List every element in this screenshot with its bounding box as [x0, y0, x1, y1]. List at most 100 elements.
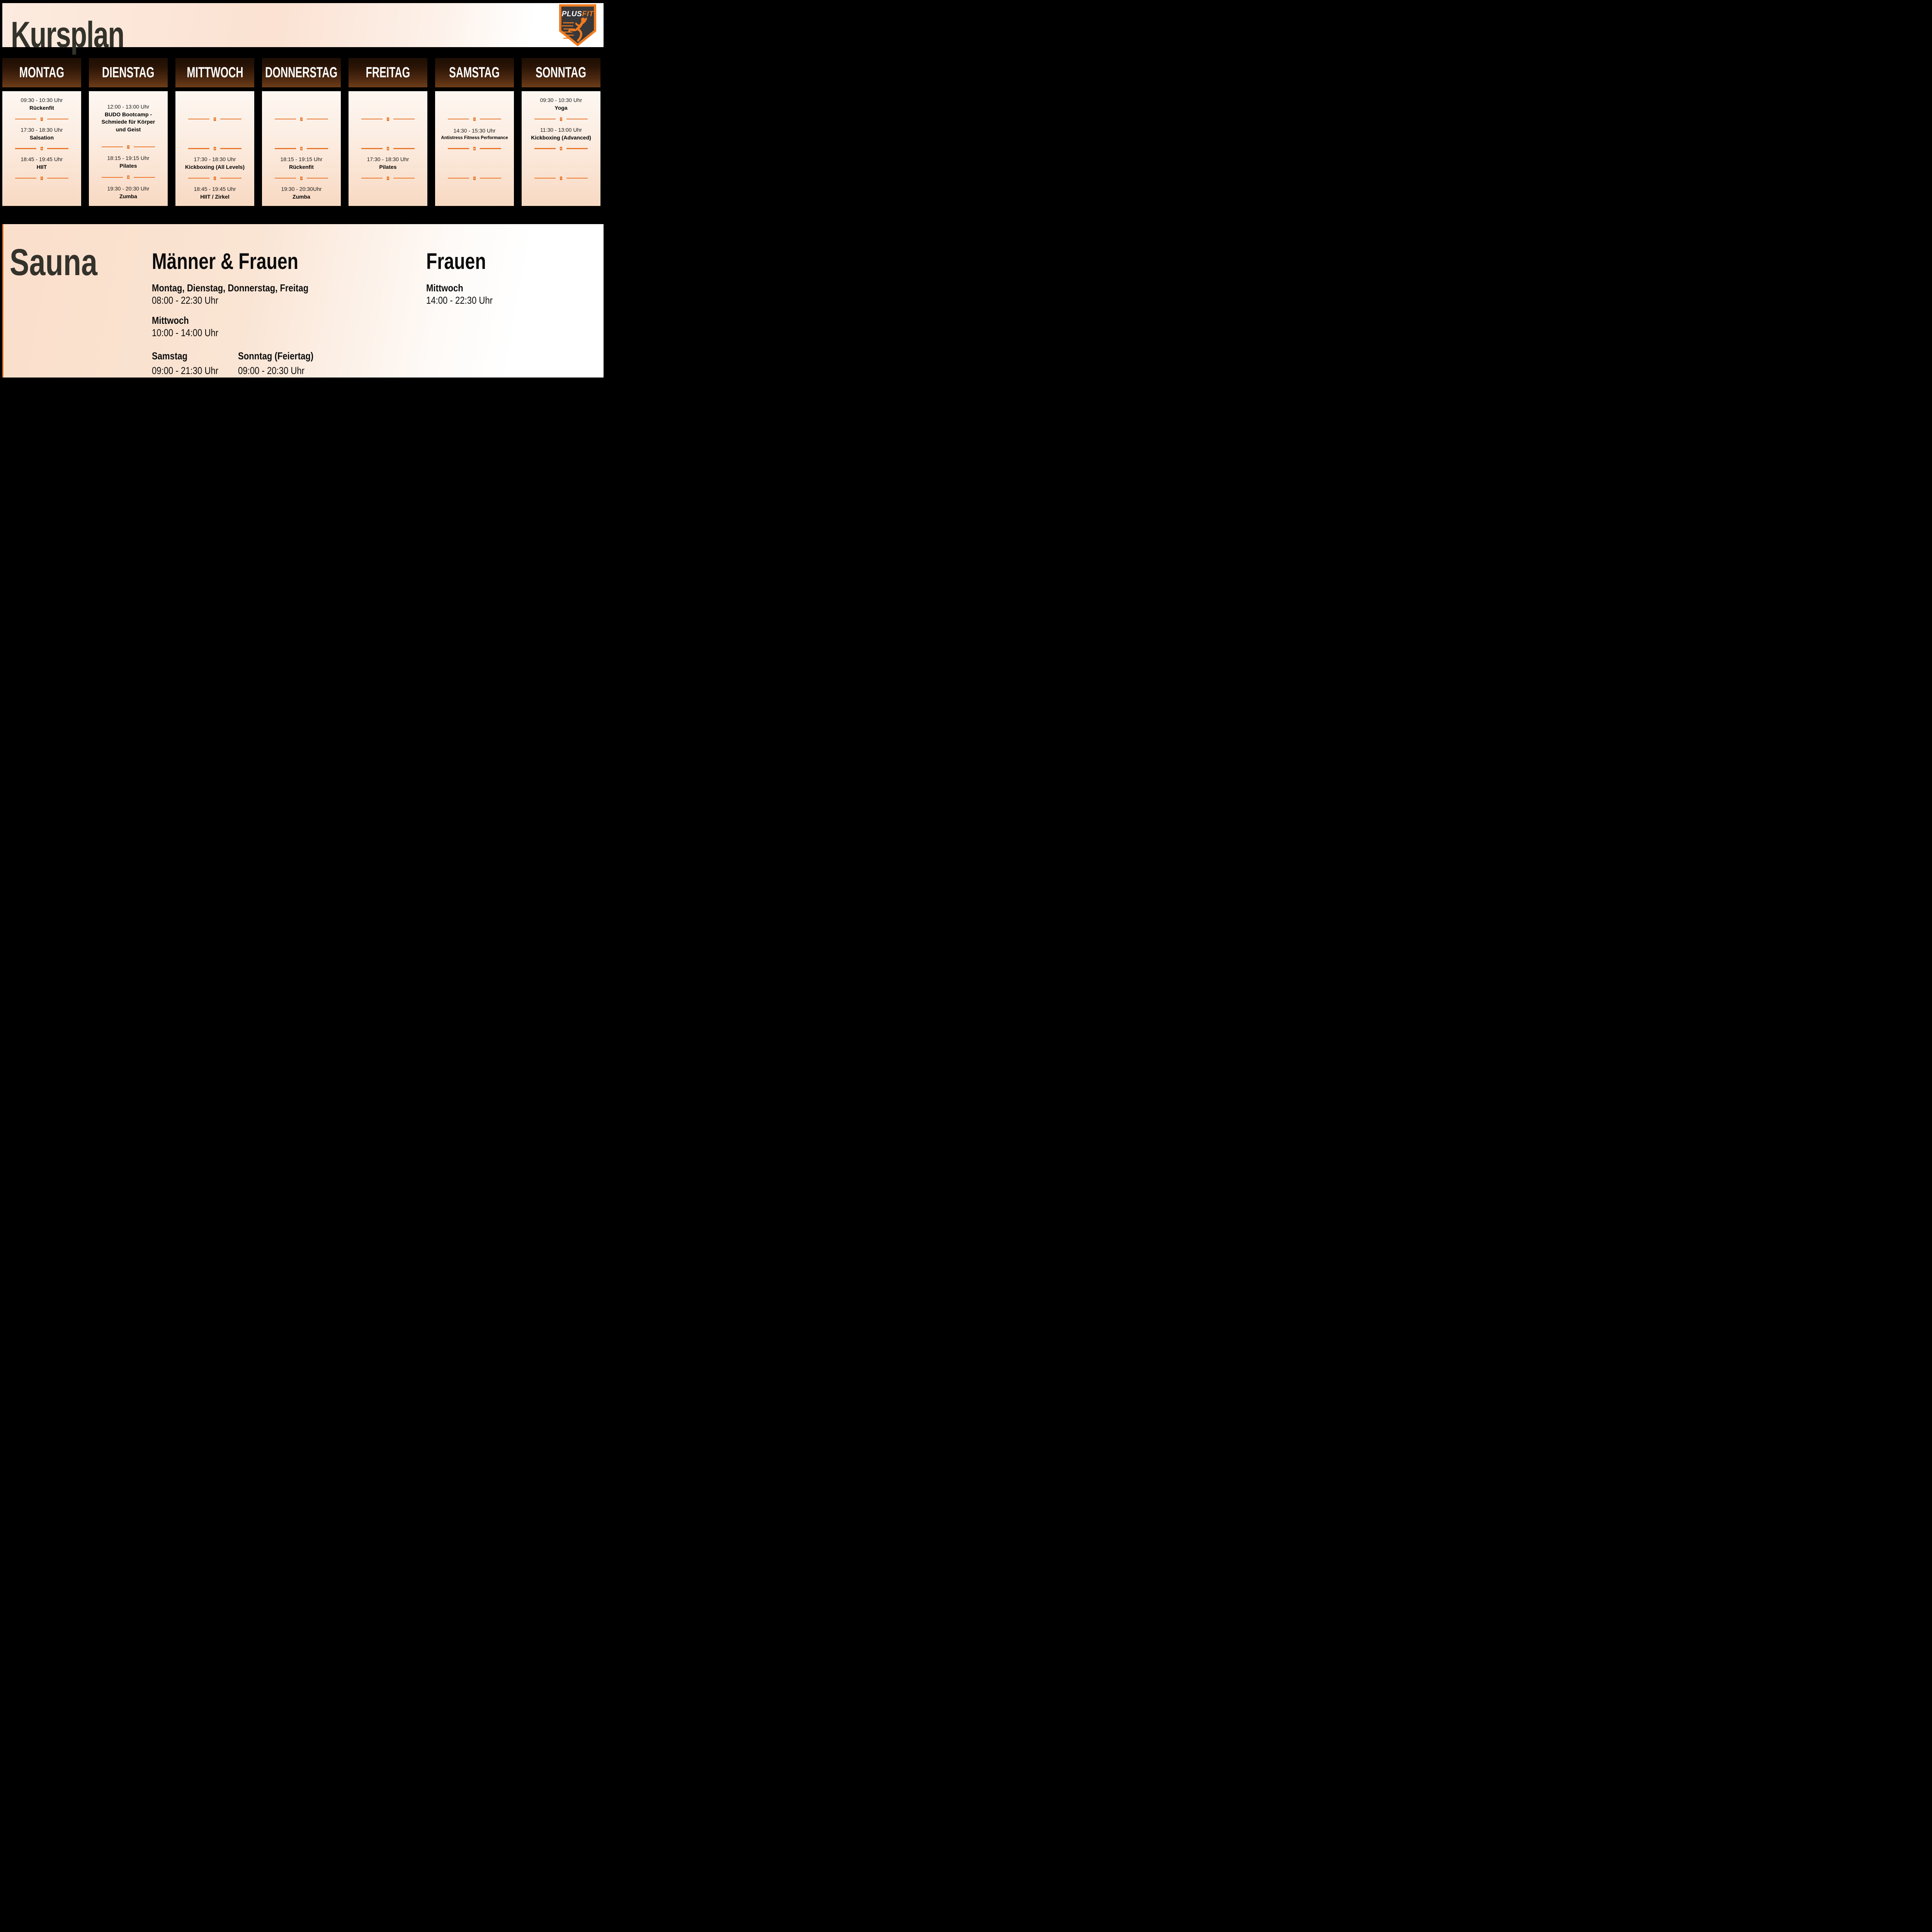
sauna-title: Sauna	[10, 241, 98, 283]
course-name: Yoga	[554, 105, 568, 111]
divider-dot-icon	[387, 147, 389, 150]
divider-dot-icon	[214, 117, 216, 121]
day-header: DONNERSTAG	[262, 58, 341, 87]
slot-divider	[2, 147, 81, 150]
divider-dot-icon	[41, 117, 43, 121]
day-panel: 17:30 - 18:30 Uhr Pilates	[349, 91, 427, 206]
divider-dot-icon	[214, 147, 216, 150]
divider-dot-icon	[300, 147, 303, 150]
slot-divider	[262, 147, 341, 150]
sauna-days: Mittwoch	[152, 315, 189, 327]
sauna-days: Sonntag (Feiertag)	[238, 350, 314, 362]
shield-icon: PLUSFIT	[559, 4, 596, 46]
day-panel: 17:30 - 18:30 Uhr Kickboxing (All Levels…	[175, 91, 254, 206]
day-column-donnerstag: DONNERSTAG 18:15 - 19:15 Uhr Rückenfit 1…	[262, 58, 341, 206]
day-label: FREITAG	[366, 64, 410, 81]
course-name: Zumba	[119, 193, 137, 199]
day-column-freitag: FREITAG 17:30 - 18:30 Uhr Pilates	[349, 58, 427, 206]
divider-dot-icon	[300, 117, 303, 121]
divider-dot-icon	[300, 176, 303, 180]
course-time: 18:45 - 19:45 Uhr	[194, 185, 236, 192]
sauna-hours-group: Montag, Dienstag, Donnerstag, Freitag 08…	[152, 282, 422, 306]
course-name: Rückenfit	[29, 105, 54, 111]
slot-divider	[2, 117, 81, 121]
course-time: 19:30 - 20:30Uhr	[281, 185, 322, 192]
sauna-days: Mittwoch	[426, 282, 463, 294]
course-slot-empty	[175, 91, 254, 117]
day-header: FREITAG	[349, 58, 427, 87]
sauna-mixed-block: Männer & Frauen Montag, Dienstag, Donner…	[152, 250, 422, 377]
slot-divider	[522, 147, 600, 150]
course-time: 18:45 - 19:45 Uhr	[20, 156, 63, 163]
sauna-panel: Sauna Männer & Frauen Montag, Dienstag, …	[2, 224, 604, 378]
divider-dot-icon	[41, 147, 43, 150]
course-slot: 19:30 - 20:30 Uhr Zumba	[89, 179, 168, 206]
day-panel: 14:30 - 15:30 Uhr Antistress Fitness Per…	[435, 91, 514, 206]
day-header: SAMSTAG	[435, 58, 514, 87]
course-slot: 09:30 - 10:30 Uhr Yoga	[522, 91, 600, 117]
slot-divider	[349, 176, 427, 180]
course-name: Pilates	[379, 164, 397, 170]
slot-divider	[2, 176, 81, 180]
sauna-women-heading: Frauen	[426, 249, 486, 274]
divider-dot-icon	[560, 117, 562, 121]
day-label: MITTWOCH	[186, 64, 243, 81]
sauna-hours-group: Samstag 09:00 - 21:30 Uhr	[152, 350, 238, 377]
course-slot: 18:15 - 19:15 Uhr Pilates	[89, 149, 168, 176]
day-panel: 18:15 - 19:15 Uhr Rückenfit 19:30 - 20:3…	[262, 91, 341, 206]
day-header: MITTWOCH	[175, 58, 254, 87]
slot-divider	[262, 176, 341, 180]
course-grid: MONTAG 09:30 - 10:30 Uhr Rückenfit 17:30…	[2, 58, 600, 206]
sauna-mixed-heading: Männer & Frauen	[152, 249, 298, 274]
day-header: MONTAG	[2, 58, 81, 87]
course-slot-empty	[435, 91, 514, 117]
slot-divider	[262, 117, 341, 121]
course-slot: 18:45 - 19:45 Uhr HIIT / Zirkel	[175, 180, 254, 206]
course-slot: 14:30 - 15:30 Uhr Antistress Fitness Per…	[435, 121, 514, 147]
kursplan-poster: Kursplan PLUSFIT	[0, 0, 606, 380]
day-label: MONTAG	[19, 64, 65, 81]
course-name: Pilates	[119, 163, 137, 169]
course-name: Kickboxing (Advanced)	[531, 134, 591, 141]
course-slot: 09:30 - 10:30 Uhr Rückenfit	[2, 91, 81, 117]
sauna-time: 09:00 - 21:30 Uhr	[152, 364, 219, 376]
divider-dot-icon	[473, 147, 476, 150]
slot-divider	[89, 145, 168, 149]
course-slot-empty	[349, 121, 427, 147]
course-time: 12:00 - 13:00 Uhr	[107, 103, 150, 110]
course-slot: 17:30 - 18:30 Uhr Pilates	[349, 150, 427, 177]
slot-divider	[522, 176, 600, 180]
course-slot-empty	[262, 91, 341, 117]
course-name: Rückenfit	[289, 164, 314, 170]
course-time: 09:30 - 10:30 Uhr	[20, 97, 63, 104]
course-name: Kickboxing (All Levels)	[185, 164, 245, 170]
course-slot-empty	[522, 150, 600, 177]
divider-dot-icon	[214, 176, 216, 180]
day-column-montag: MONTAG 09:30 - 10:30 Uhr Rückenfit 17:30…	[2, 58, 81, 206]
course-time: 17:30 - 18:30 Uhr	[367, 156, 409, 163]
day-column-sonntag: SONNTAG 09:30 - 10:30 Uhr Yoga 11:30 - 1…	[522, 58, 600, 206]
course-name: Zumba	[293, 193, 310, 200]
day-label: SONNTAG	[536, 64, 587, 81]
logo-text-fit: FIT	[582, 10, 594, 18]
page-title: Kursplan	[11, 14, 124, 55]
course-slot: 18:45 - 19:45 Uhr HIIT	[2, 150, 81, 177]
slot-divider	[349, 117, 427, 121]
slot-divider	[89, 175, 168, 179]
day-column-dienstag: DIENSTAG 12:00 - 13:00 Uhr BUDO Bootcamp…	[89, 58, 168, 206]
sauna-hours-group: Mittwoch 10:00 - 14:00 Uhr	[152, 312, 422, 339]
course-slot: 12:00 - 13:00 Uhr BUDO Bootcamp - Schmie…	[89, 91, 168, 145]
course-slot-empty	[435, 150, 514, 177]
course-name: BUDO Bootcamp - Schmiede für Körper und …	[101, 111, 155, 133]
divider-dot-icon	[473, 176, 476, 180]
divider-dot-icon	[387, 176, 389, 180]
svg-text:PLUSFIT: PLUSFIT	[562, 10, 594, 18]
course-slot: 17:30 - 18:30 Uhr Kickboxing (All Levels…	[175, 150, 254, 177]
slot-divider	[349, 147, 427, 150]
course-name: HIIT / Zirkel	[200, 193, 230, 200]
course-time: 17:30 - 18:30 Uhr	[20, 126, 63, 133]
day-panel: 09:30 - 10:30 Uhr Yoga 11:30 - 13:00 Uhr…	[522, 91, 600, 206]
course-slot-empty	[262, 121, 341, 147]
course-name: Antistress Fitness Performance	[441, 135, 508, 140]
sauna-hours-group: Mittwoch 14:00 - 22:30 Uhr	[426, 282, 596, 306]
